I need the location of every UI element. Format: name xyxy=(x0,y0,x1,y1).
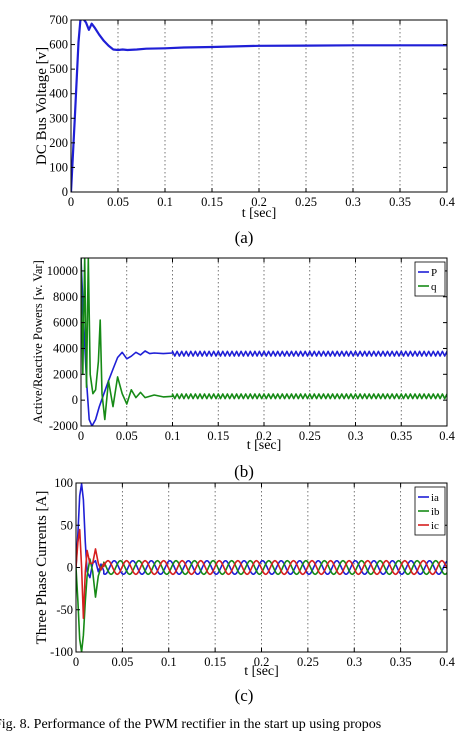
x-tick-label: 0.15 xyxy=(204,655,226,669)
x-tick-label: 0.35 xyxy=(390,429,412,443)
x-tick-label: 0.2 xyxy=(254,655,270,669)
x-tick-label: 0.05 xyxy=(111,655,133,669)
x-tick-label: 0.4 xyxy=(439,655,455,669)
x-axis-label: t [sec] xyxy=(244,664,279,679)
x-tick-label: 0.2 xyxy=(256,429,272,443)
y-tick-label: 100 xyxy=(49,160,68,174)
x-axis-label: t [sec] xyxy=(247,438,282,453)
series-line-P xyxy=(81,258,447,426)
y-tick-label: 600 xyxy=(49,38,68,52)
x-tick-label: 0.4 xyxy=(439,195,455,209)
y-axis-label: Active/Reactive Powers [w. Var] xyxy=(31,260,45,424)
x-tick-label: 0 xyxy=(68,195,74,209)
y-tick-label: 50 xyxy=(61,518,74,532)
x-tick-label: 0.1 xyxy=(157,195,173,209)
x-tick-label: 0.3 xyxy=(348,429,364,443)
x-axis-label: t [sec] xyxy=(242,206,277,221)
x-tick-label: 0.05 xyxy=(107,195,129,209)
series-line-ib xyxy=(76,558,447,652)
panel-a-label: (a) xyxy=(235,228,254,247)
x-tick-label: 0 xyxy=(78,429,84,443)
x-tick-label: 0.25 xyxy=(297,655,319,669)
series-line-q xyxy=(81,258,447,421)
y-tick-label: 2000 xyxy=(53,367,78,381)
y-tick-label: -100 xyxy=(50,645,73,659)
y-tick-label: -50 xyxy=(56,603,73,617)
y-tick-label: 200 xyxy=(49,136,68,150)
x-tick-label: 0.15 xyxy=(201,195,223,209)
legend-label-ia: ia xyxy=(431,492,439,504)
x-tick-label: 0.1 xyxy=(161,655,177,669)
x-tick-label: 0.25 xyxy=(299,429,321,443)
y-tick-label: 700 xyxy=(49,13,68,27)
x-tick-label: 0.15 xyxy=(207,429,229,443)
panel-b-label: (b) xyxy=(234,462,254,481)
y-axis-label: DC Bus Voltage [v] xyxy=(34,47,50,165)
legend-label-ic: ic xyxy=(431,520,439,532)
x-tick-label: 0 xyxy=(73,655,79,669)
y-tick-label: 400 xyxy=(49,87,68,101)
x-tick-label: 0.3 xyxy=(345,195,361,209)
y-tick-label: 100 xyxy=(54,476,73,490)
x-tick-label: 0.05 xyxy=(116,429,138,443)
legend-label-P: P xyxy=(431,267,437,279)
x-tick-label: 0.3 xyxy=(346,655,362,669)
x-tick-label: 0.35 xyxy=(389,195,411,209)
y-tick-label: -2000 xyxy=(49,419,78,433)
panel-c-label: (c) xyxy=(235,686,254,705)
y-tick-label: 0 xyxy=(72,393,78,407)
x-tick-label: 0.2 xyxy=(251,195,267,209)
y-axis-label: Three Phase Currents [A] xyxy=(34,491,50,645)
panel-a-dc-bus-voltage: 0 0.05 0.1 0.15 0.2 0.25 0.3 0.35 0.4 0 100 200 300 4… xyxy=(34,13,456,221)
y-tick-label: 300 xyxy=(49,111,68,125)
y-tick-label: 8000 xyxy=(53,290,78,304)
panel-c-three-phase-currents: 0 0.05 0.1 0.15 0.2 0.25 0.3 0.35 0.4 -100 -50 0 50 1… xyxy=(34,476,456,679)
y-tick-label: 6000 xyxy=(53,316,78,330)
y-tick-label: 500 xyxy=(49,62,68,76)
y-tick-label: 0 xyxy=(62,185,68,199)
panel-b-active-reactive-powers: 0 0.05 0.1 0.15 0.2 0.25 0.3 0.35 0.4-2000020004… xyxy=(31,257,456,453)
y-tick-label: 0 xyxy=(67,561,73,575)
legend-box xyxy=(414,261,446,297)
x-tick-label: 0.1 xyxy=(165,429,181,443)
x-tick-label: 0.25 xyxy=(295,195,317,209)
legend-label-q: q xyxy=(431,281,437,293)
legend-label-ib: ib xyxy=(431,506,440,518)
y-tick-label: 4000 xyxy=(53,341,78,355)
figure-caption: Fig. 8. Performance of the PWM rectifier… xyxy=(0,717,381,732)
y-tick-label: 10000 xyxy=(47,264,78,278)
x-tick-label: 0.35 xyxy=(390,655,412,669)
series-line-ia xyxy=(76,483,447,579)
series-line-series-0 xyxy=(71,20,447,192)
series-line-ic xyxy=(76,528,447,619)
x-tick-label: 0.4 xyxy=(439,429,455,443)
